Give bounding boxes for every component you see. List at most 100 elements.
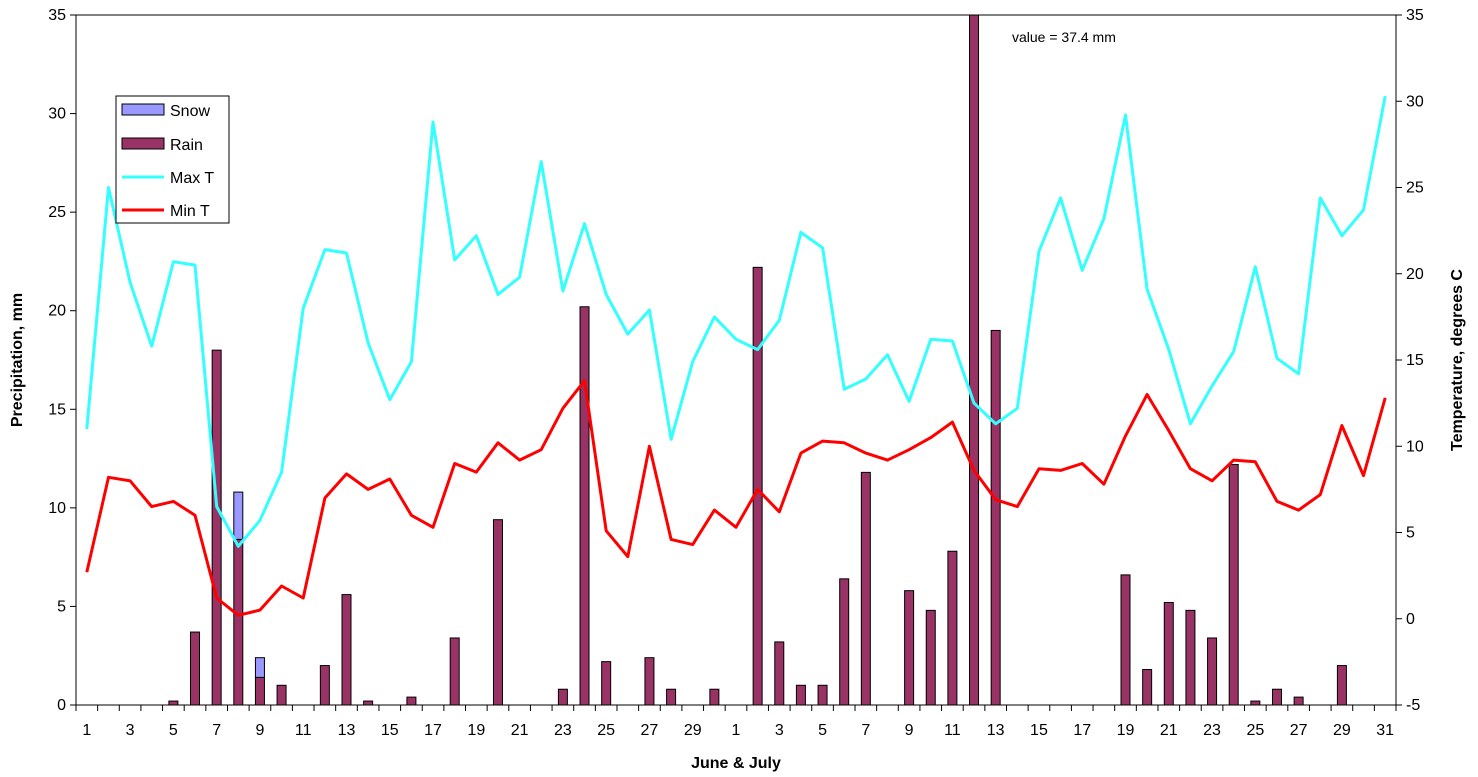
x-tick-label: 13 [987,722,1005,739]
rain-bar [1142,669,1153,706]
x-axis-title: June & July [691,755,781,772]
x-tick-label: 15 [381,722,399,739]
rain-bar [1185,609,1196,706]
rain-bar [492,519,503,706]
x-tick-label: 25 [1246,722,1264,739]
x-tick-label: 15 [1030,722,1048,739]
left-y-tick-label: 0 [57,697,66,714]
left-y-tick-label: 35 [48,7,66,24]
left-y-tick-label: 5 [57,598,66,615]
rain-bar [1250,700,1261,706]
right-y-tick-label: -5 [1406,697,1420,714]
snow-bar [254,657,265,678]
legend-label-min-t: Min T [170,203,210,220]
line-series-group [85,95,1387,617]
right-y-axis: -5 0 5 10 15 20 25 30 35 [1396,7,1424,714]
x-tick-label: 29 [1333,722,1351,739]
x-tick-label: 3 [126,722,135,739]
x-tick-label: 11 [944,722,961,739]
x-tick-label: 21 [1160,722,1178,739]
right-y-tick-label: 35 [1406,7,1424,24]
legend-box [115,95,230,224]
legend-swatch-rain [121,137,165,150]
left-y-axis-title: Precipitation, mm [9,293,26,427]
x-tick-label: 9 [255,722,264,739]
left-y-tick-label: 15 [48,401,66,418]
x-tick-label: 27 [641,722,659,739]
plot-frame [75,14,1397,706]
rain-bar [254,676,265,706]
min-t-line [85,379,1387,617]
rain-bar [666,688,677,706]
x-tick-label: 5 [818,722,827,739]
x-tick-label: 11 [295,722,312,739]
rain-bar [233,538,244,706]
rain-bar [579,306,590,706]
rain-bar [774,641,785,706]
x-tick-label: 23 [554,722,572,739]
right-y-tick-label: 10 [1406,438,1424,455]
right-y-tick-label: 0 [1406,611,1415,628]
x-tick-label: 31 [1376,722,1394,739]
legend-label-rain: Rain [170,137,203,154]
right-y-tick-label: 15 [1406,352,1424,369]
rain-bar [795,684,806,706]
x-tick-label: 23 [1203,722,1221,739]
rain-bar [190,631,201,706]
plot-area [75,14,1397,706]
x-tick-label: 7 [212,722,221,739]
rain-bar [644,657,655,706]
rain-bar [904,590,915,706]
max-t-line [85,95,1387,548]
x-tick-label: 21 [511,722,529,739]
left-y-axis: 0 5 10 15 20 25 30 35 [48,7,76,714]
rain-bar [925,609,936,706]
legend-label-max-t: Max T [170,170,214,187]
right-y-tick-label: 30 [1406,93,1424,110]
rain-bar [1293,696,1304,706]
x-tick-label: 27 [1290,722,1308,739]
rain-bar [449,637,460,706]
x-tick-label: 5 [169,722,178,739]
rain-bar [211,349,222,706]
x-tick-label: 7 [861,722,870,739]
rain-bar [1336,665,1347,706]
rain-bar [406,696,417,706]
rain-bar [1271,688,1282,706]
rain-bar [860,471,871,706]
x-tick-label: 19 [1117,722,1135,739]
x-tick-label: 13 [338,722,356,739]
rain-bar [557,688,568,706]
x-tick-label: 9 [905,722,914,739]
left-y-tick-label: 20 [48,303,66,320]
legend-label-snow: Snow [170,103,210,120]
rain-bar [1163,601,1174,706]
x-tick-label: 19 [467,722,485,739]
rain-bar [276,684,287,706]
left-y-tick-label: 25 [48,204,66,221]
rain-bar [990,329,1001,706]
rain-bar [1120,574,1131,706]
x-tick-label: 17 [424,722,442,739]
rain-bar [601,661,612,706]
x-tick-label: 29 [684,722,702,739]
bar-series-group [168,14,1347,706]
x-tick-label: 17 [1073,722,1091,739]
rain-bar [363,700,374,706]
rain-bar [817,684,828,706]
rain-bar [319,665,330,706]
x-tick-label: 1 [82,722,91,739]
rain-bar [168,700,179,706]
x-tick-label: 1 [732,722,741,739]
right-y-axis-title: Temperature, degrees C [1449,269,1466,451]
rain-bar [839,578,850,706]
bar-value-annotation: value = 37.4 mm [1012,29,1116,45]
rain-bar [752,266,763,706]
right-y-tick-label: 20 [1406,266,1424,283]
rain-bar [1228,463,1239,706]
rain-bar [947,550,958,706]
legend-swatch-snow [121,103,165,116]
left-y-tick-label: 30 [48,106,66,123]
snow-bar [233,491,244,540]
